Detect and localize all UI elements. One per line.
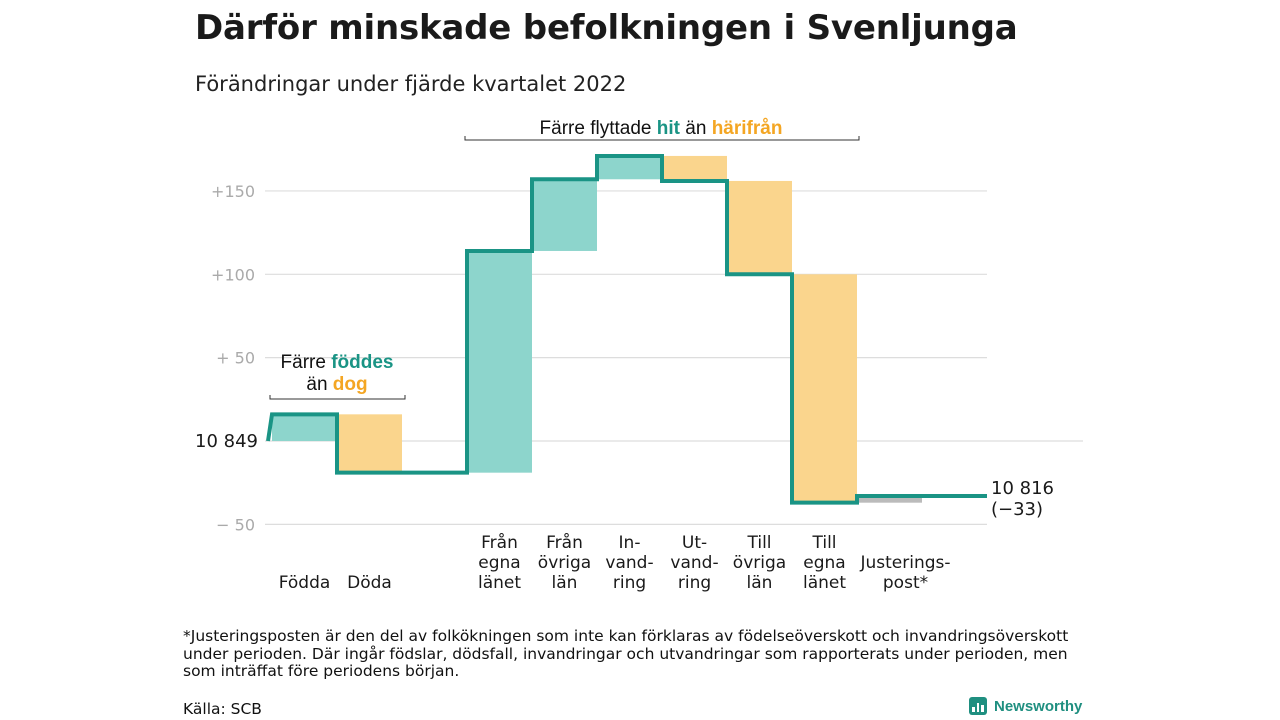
x-category-label: län [747, 573, 773, 593]
x-category-label: vand- [670, 553, 718, 573]
chart-title: Därför minskade befolkningen i Svenljung… [195, 8, 1018, 48]
annotation-bracket [464, 136, 860, 141]
x-category-label: länet [803, 573, 846, 593]
annotation-moves: Färre flyttade hit än härifrån [540, 118, 783, 139]
x-category-label: Till [746, 533, 771, 553]
chart-subtitle: Förändringar under fjärde kvartalet 2022 [195, 72, 627, 96]
bar-fran_ovriga [532, 179, 597, 251]
end-value-label: 10 816 [991, 478, 1054, 499]
x-category-label: Döda [347, 573, 392, 593]
footnote: *Justeringsposten är den del av folkökni… [183, 627, 1069, 680]
x-category-label: Från [481, 532, 518, 553]
source-label: Källa: SCB [183, 700, 262, 718]
bar-fodda [272, 414, 337, 441]
bar-fran_egna [467, 250, 532, 473]
x-category-label: Ut- [682, 533, 707, 553]
bar-justering [857, 496, 922, 503]
y-tick-label: +100 [211, 265, 255, 284]
brand-name: Newsworthy [994, 697, 1083, 715]
bar-invandring [597, 155, 662, 180]
brand-logo: Newsworthy [969, 697, 1082, 715]
x-category-label: övriga [538, 553, 591, 573]
annotation-bracket [269, 395, 406, 400]
x-category-label: In- [619, 533, 641, 553]
x-category-label: län [552, 573, 578, 593]
annotation-births: Färre föddes [281, 352, 394, 373]
x-category-label: Från [546, 532, 583, 553]
x-category-label: post* [883, 573, 928, 593]
y-tick-label: +150 [211, 182, 255, 201]
x-category-label: ring [678, 573, 711, 593]
x-category-label: länet [478, 573, 521, 593]
annotation-births: än dog [306, 374, 367, 395]
x-category-label: egna [803, 553, 845, 573]
bar-till_egna [792, 274, 857, 503]
x-category-label: Födda [279, 573, 331, 593]
cumulative-step-line [266, 153, 987, 505]
x-category-label: ring [613, 573, 646, 593]
x-category-label: övriga [733, 553, 786, 573]
x-category-label: Justerings- [859, 553, 950, 573]
bar-doda [337, 414, 402, 473]
y-tick-label: + 50 [216, 349, 255, 368]
bar-till_ovriga [727, 180, 792, 275]
brand-icon [969, 697, 987, 715]
x-category-label: vand- [605, 553, 653, 573]
x-category-label: Till [811, 533, 836, 553]
end-change-label: (−33) [991, 499, 1043, 520]
y-tick-label: − 50 [216, 515, 255, 534]
start-value-label: 10 849 [195, 431, 258, 452]
bar-utvandring [662, 155, 727, 181]
x-category-label: egna [478, 553, 520, 573]
